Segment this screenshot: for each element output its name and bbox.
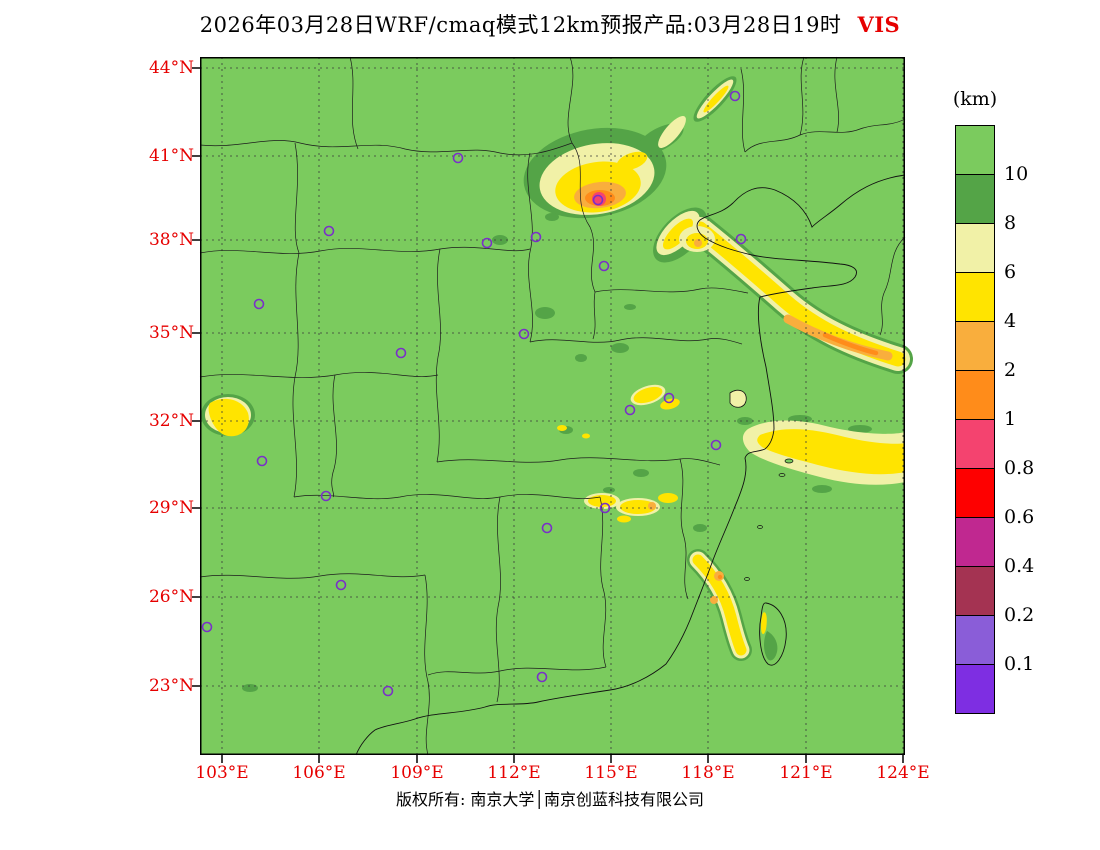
map-canvas <box>192 56 913 763</box>
city-marker <box>598 260 610 272</box>
colorbar-cell <box>955 419 995 469</box>
city-marker <box>256 455 268 467</box>
colorbar-tick-label: 0.2 <box>1004 604 1035 626</box>
title-text: 2026年03月28日WRF/cmaq模式12km预报产品:03月28日19时 <box>199 13 842 37</box>
colorbar-cell <box>955 615 995 665</box>
colorbar-cell <box>955 370 995 420</box>
title-vis: VIS <box>857 12 901 37</box>
colorbar-tick-label: 10 <box>1004 163 1029 185</box>
colorbar-cell <box>955 517 995 567</box>
city-marker <box>710 439 722 451</box>
colorbar-tick-label: 4 <box>1004 310 1017 332</box>
visibility-field <box>201 76 913 692</box>
lat-label: 26°N <box>148 587 194 607</box>
lon-label: 103°E <box>195 763 249 783</box>
lon-label: 112°E <box>487 763 541 783</box>
lon-label: 118°E <box>681 763 735 783</box>
colorbar-tick-label: 6 <box>1004 261 1017 283</box>
page-title: 2026年03月28日WRF/cmaq模式12km预报产品:03月28日19时 V… <box>0 9 1100 39</box>
colorbar-tick-label: 0.8 <box>1004 457 1035 479</box>
lon-label: 121°E <box>779 763 833 783</box>
city-marker <box>382 685 394 697</box>
colorbar-tick-label: 0.1 <box>1004 653 1035 675</box>
lon-label: 124°E <box>876 763 930 783</box>
city-marker <box>599 502 611 514</box>
colorbar-cell <box>955 321 995 371</box>
lat-label: 41°N <box>148 146 194 166</box>
lon-label: 109°E <box>390 763 444 783</box>
colorbar-tick-label: 8 <box>1004 212 1017 234</box>
axis-ticks <box>192 67 904 763</box>
colorbar-cell <box>955 125 995 175</box>
colorbar-tick-label: 2 <box>1004 359 1017 381</box>
footer-copyright: 版权所有: 南京大学│南京创蓝科技有限公司 <box>395 790 705 809</box>
city-marker <box>481 237 493 249</box>
colorbar-cell <box>955 272 995 322</box>
colorbar-unit: (km) <box>952 88 998 110</box>
colorbar-cell <box>955 664 995 714</box>
city-marker <box>729 90 741 102</box>
lat-label: 32°N <box>148 411 194 431</box>
forecast-map <box>192 56 913 763</box>
city-marker <box>530 231 542 243</box>
colorbar-cell <box>955 174 995 224</box>
city-marker <box>201 621 213 633</box>
colorbar <box>955 125 995 714</box>
city-marker <box>452 152 464 164</box>
city-markers <box>201 90 747 697</box>
city-marker <box>335 579 347 591</box>
colorbar-tick-label: 0.6 <box>1004 506 1035 528</box>
lon-label: 106°E <box>292 763 346 783</box>
city-marker <box>541 522 553 534</box>
colorbar-tick-label: 0.4 <box>1004 555 1035 577</box>
lake-taihu <box>729 389 747 408</box>
city-marker <box>518 328 530 340</box>
coastline <box>355 174 906 756</box>
map-frame <box>200 57 905 755</box>
lat-label: 23°N <box>148 676 194 696</box>
city-marker <box>663 392 675 404</box>
colorbar-cell <box>955 468 995 518</box>
city-marker <box>624 404 636 416</box>
province-borders <box>199 56 906 756</box>
lat-label: 29°N <box>148 498 194 518</box>
city-marker <box>323 225 335 237</box>
colorbar-cell <box>955 223 995 273</box>
graticule-gridlines <box>200 57 905 755</box>
islands <box>729 389 794 666</box>
city-marker <box>253 298 265 310</box>
lat-label: 44°N <box>148 58 194 78</box>
city-marker <box>592 194 604 206</box>
lat-label: 38°N <box>148 230 194 250</box>
colorbar-cell <box>955 566 995 616</box>
city-marker <box>395 347 407 359</box>
lon-label: 115°E <box>584 763 638 783</box>
city-marker <box>536 671 548 683</box>
colorbar-tick-label: 1 <box>1004 408 1017 430</box>
lat-label: 35°N <box>148 323 194 343</box>
city-marker <box>320 490 332 502</box>
city-marker <box>735 233 747 245</box>
